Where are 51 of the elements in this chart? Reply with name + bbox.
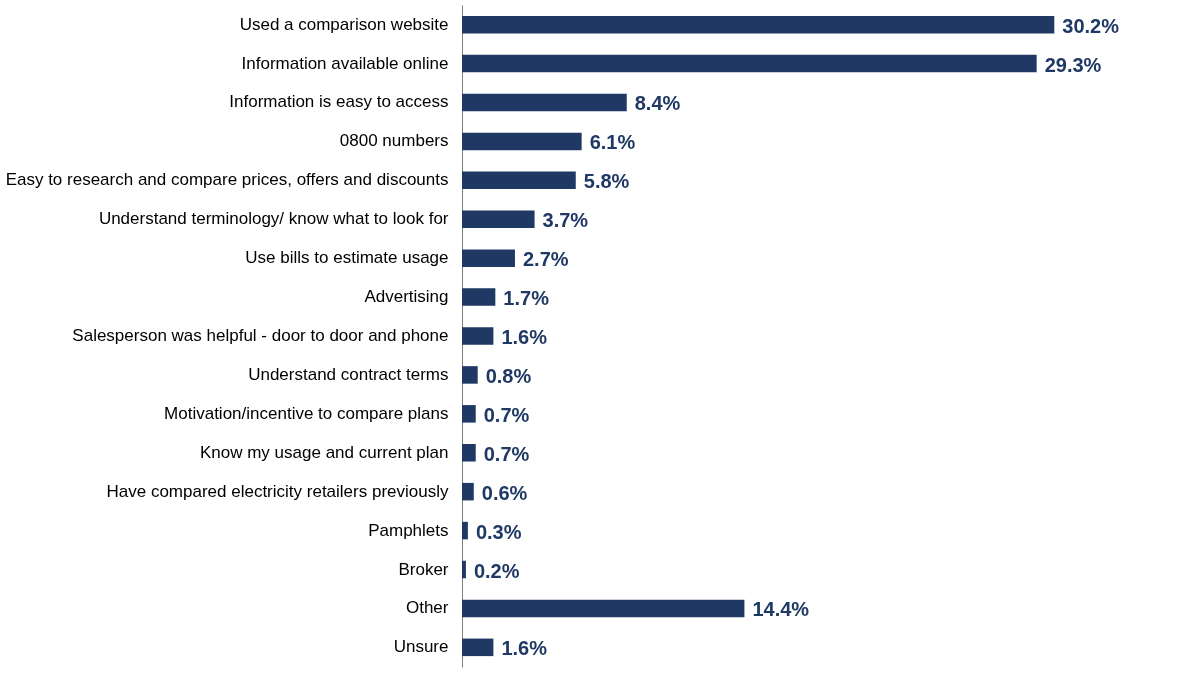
y-tick-label: Pamphlets: [368, 520, 449, 540]
y-tick-label: Motivation/incentive to compare plans: [164, 403, 449, 423]
bar: [462, 366, 478, 384]
data-label: 8.4%: [634, 92, 681, 115]
y-tick-label: Other: [405, 598, 449, 618]
data-label: 0.2%: [473, 559, 520, 582]
bar: [462, 327, 494, 345]
y-tick-label: Advertising: [364, 287, 449, 307]
data-label: 30.2%: [1062, 14, 1120, 37]
y-tick-label: 0800 numbers: [339, 131, 449, 151]
bar: [462, 482, 474, 501]
y-tick-label: Know my usage and current plan: [199, 442, 449, 462]
data-label: 29.3%: [1044, 53, 1102, 76]
data-label: 0.3%: [475, 520, 522, 543]
y-tick-label: Use bills to estimate usage: [245, 248, 449, 268]
bar: [462, 54, 1037, 73]
y-tick-label: Understand terminology/ know what to look for: [98, 209, 449, 229]
bar: [462, 405, 476, 423]
data-label: 1.7%: [503, 287, 550, 310]
bar: [462, 288, 496, 306]
y-tick-label: Understand contract terms: [248, 364, 449, 384]
y-tick-label: Broker: [398, 559, 449, 579]
bar: [462, 638, 494, 657]
data-label: 0.6%: [481, 481, 528, 504]
bar: [462, 560, 466, 579]
data-label: 0.7%: [483, 403, 530, 426]
y-tick-label: Information available online: [241, 53, 449, 73]
data-label: 0.8%: [485, 364, 532, 387]
bar: [462, 249, 515, 267]
data-label: 3.7%: [542, 209, 589, 232]
bar: [462, 15, 1055, 34]
y-tick-label: Information is easy to access: [229, 92, 449, 112]
y-tick-label: Used a comparison website: [239, 14, 449, 34]
y-tick-label: Salesperson was helpful - door to door and phone: [72, 326, 449, 345]
data-label: 6.1%: [589, 131, 636, 154]
bar: [462, 210, 535, 228]
bar: [462, 171, 576, 190]
bar: [462, 444, 476, 462]
bar: [462, 521, 468, 540]
data-label: 2.7%: [522, 248, 569, 271]
data-label: 1.6%: [501, 326, 548, 348]
data-label: 14.4%: [752, 598, 810, 621]
data-label: 5.8%: [583, 170, 630, 193]
data-label: 1.6%: [501, 637, 548, 660]
y-tick-label: Have compared electricity retailers previously: [106, 481, 449, 501]
y-tick-label: Easy to research and compare prices, offers and discounts: [5, 170, 449, 190]
data-label: 0.7%: [483, 442, 530, 465]
y-tick-label: Unsure: [393, 637, 449, 657]
bar: [462, 93, 627, 112]
bar: [462, 599, 745, 618]
bar: [462, 132, 582, 151]
